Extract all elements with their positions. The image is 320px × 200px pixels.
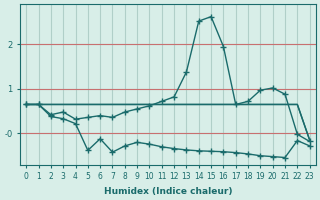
X-axis label: Humidex (Indice chaleur): Humidex (Indice chaleur) (104, 187, 232, 196)
